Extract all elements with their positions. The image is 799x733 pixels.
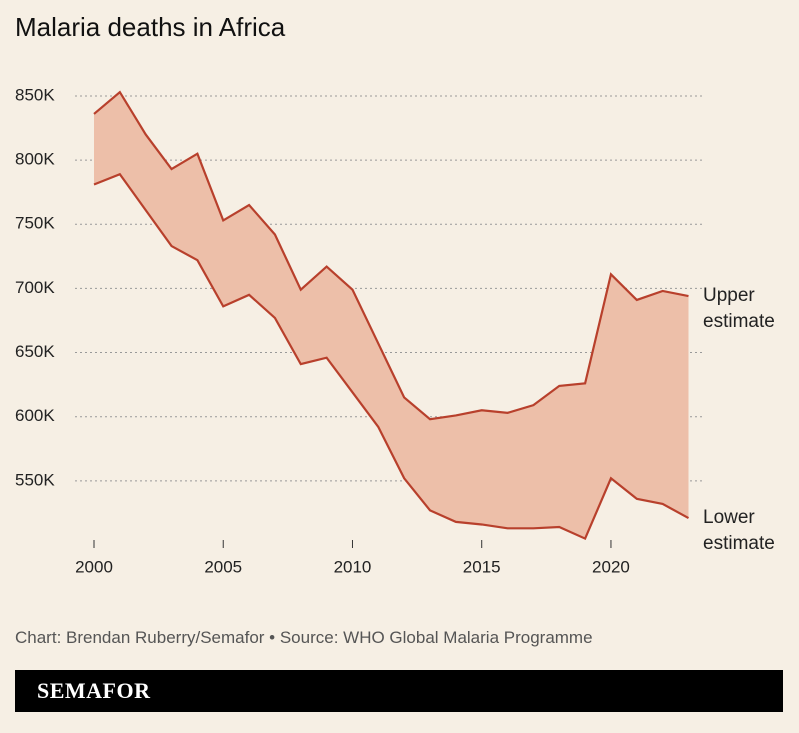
series-label: Upper estimate — [703, 285, 775, 333]
brand-bar: SEMAFOR — [15, 670, 783, 712]
y-tick-label: 850K — [15, 85, 55, 104]
estimate-line — [93, 90, 689, 421]
y-tick-label: 650K — [15, 342, 55, 361]
x-tick-label: 2015 — [463, 557, 501, 576]
y-tick-label: 750K — [15, 214, 55, 233]
y-tick-label: 600K — [15, 406, 55, 425]
x-tick-label: 2020 — [592, 557, 630, 576]
y-tick-label: 700K — [15, 278, 55, 297]
x-tick-label: 2005 — [204, 557, 242, 576]
chart-title: Malaria deaths in Africa — [15, 12, 286, 42]
estimate-line — [93, 172, 690, 541]
x-tick-label: 2010 — [334, 557, 372, 576]
y-tick-label: 800K — [15, 150, 55, 169]
band-area — [94, 92, 689, 539]
x-tick-label: 2000 — [75, 557, 113, 576]
source-note: Chart: Brendan Ruberry/Semafor • Source:… — [15, 628, 593, 647]
y-tick-label: 550K — [15, 470, 55, 489]
series-label: Lower estimate — [703, 507, 775, 555]
